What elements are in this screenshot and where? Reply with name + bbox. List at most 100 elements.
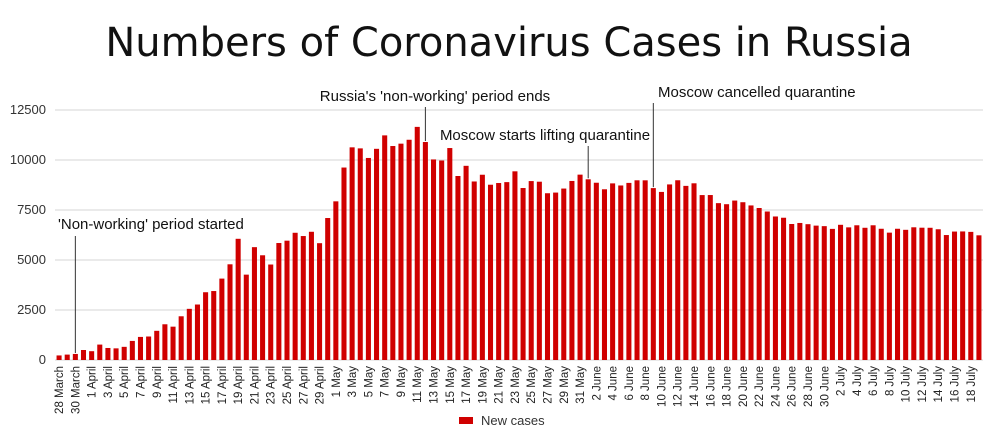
bar (821, 226, 827, 360)
bar (829, 228, 835, 360)
bar (813, 225, 819, 360)
bar (724, 204, 730, 360)
bar (382, 135, 388, 360)
bar (113, 348, 119, 360)
bar (260, 255, 266, 360)
bar (170, 326, 176, 360)
x-tick-label: 8 June (640, 366, 652, 401)
bar (349, 147, 355, 360)
bar (911, 227, 917, 360)
bar (325, 218, 331, 360)
y-tick-label: 5000 (17, 252, 46, 267)
bar (772, 216, 778, 360)
bar (105, 347, 111, 360)
x-tick-label: 28 June (803, 366, 815, 407)
bar (569, 180, 575, 360)
x-tick-label: 17 April (217, 366, 229, 404)
y-tick-label: 7500 (17, 202, 46, 217)
chart-title: Numbers of Coronavirus Cases in Russia (105, 20, 912, 66)
bar (870, 225, 876, 360)
bar (243, 274, 249, 360)
bar (577, 174, 583, 360)
bar (960, 231, 966, 360)
bar (276, 243, 282, 360)
bar (634, 180, 640, 360)
bar (398, 143, 404, 360)
x-axis-ticks: 28 March 30 March 1 April 3 April 5 April 7 A… (54, 366, 978, 414)
bar (308, 231, 314, 360)
bar (406, 139, 412, 360)
x-tick-label: 18 July (966, 366, 978, 403)
y-tick-label: 2500 (17, 302, 46, 317)
bar (756, 208, 762, 360)
bar (626, 182, 632, 360)
x-tick-label: 31 May (575, 366, 587, 404)
x-tick-label: 16 June (705, 366, 717, 407)
bar (846, 227, 852, 360)
bar (455, 176, 461, 360)
bar (707, 195, 713, 360)
x-tick-label: 24 June (770, 366, 782, 407)
bar (504, 182, 510, 360)
bar (943, 235, 949, 360)
legend: New cases (459, 413, 545, 428)
bar (781, 217, 787, 360)
x-tick-label: 7 May (380, 366, 392, 398)
bar (854, 225, 860, 360)
x-tick-label: 9 May (396, 366, 408, 398)
x-tick-label: 29 April (315, 366, 327, 404)
bar (341, 167, 347, 360)
x-tick-label: 27 April (298, 366, 310, 404)
bar (675, 180, 681, 360)
bar (935, 229, 941, 360)
x-tick-label: 17 May (461, 366, 473, 404)
x-tick-label: 3 May (347, 366, 359, 398)
x-tick-label: 19 May (477, 366, 489, 404)
x-tick-label: 23 April (266, 366, 278, 404)
bar (764, 211, 770, 360)
bar (789, 224, 795, 360)
bar (748, 205, 754, 360)
bar (154, 330, 160, 360)
bar (203, 292, 209, 360)
bar (797, 222, 803, 360)
bar (593, 182, 599, 360)
bar (414, 126, 420, 360)
bar (512, 171, 518, 360)
bar (536, 181, 542, 360)
x-tick-label: 20 June (738, 366, 750, 407)
x-tick-label: 6 June (624, 366, 636, 401)
x-tick-label: 2 July (836, 366, 848, 396)
bar (211, 291, 217, 360)
bar (146, 336, 152, 360)
bar (374, 148, 380, 360)
bar (699, 195, 705, 360)
annotations: 'Non-working' period started Russia's 'no… (58, 84, 856, 353)
x-tick-label: 8 July (884, 366, 896, 396)
x-tick-label: 5 May (363, 366, 375, 398)
bar (292, 232, 298, 360)
bar (89, 351, 95, 360)
bar (471, 181, 477, 360)
bar (805, 224, 811, 360)
bar (618, 185, 624, 360)
x-tick-label: 5 April (119, 366, 131, 398)
bar (284, 240, 290, 360)
bar (72, 353, 78, 360)
gridlines (55, 109, 983, 361)
x-tick-label: 9 April (152, 366, 164, 398)
bar (732, 200, 738, 360)
bar (886, 232, 892, 360)
x-tick-label: 23 May (510, 366, 522, 404)
bar (642, 180, 648, 360)
x-tick-label: 27 May (542, 366, 554, 404)
x-tick-label: 12 July (917, 366, 929, 403)
x-tick-label: 30 June (819, 366, 831, 407)
bar (162, 324, 168, 360)
x-tick-label: 14 July (933, 366, 945, 403)
bar (862, 227, 868, 360)
bar (317, 243, 323, 360)
bar (463, 165, 469, 360)
bar (439, 160, 445, 360)
